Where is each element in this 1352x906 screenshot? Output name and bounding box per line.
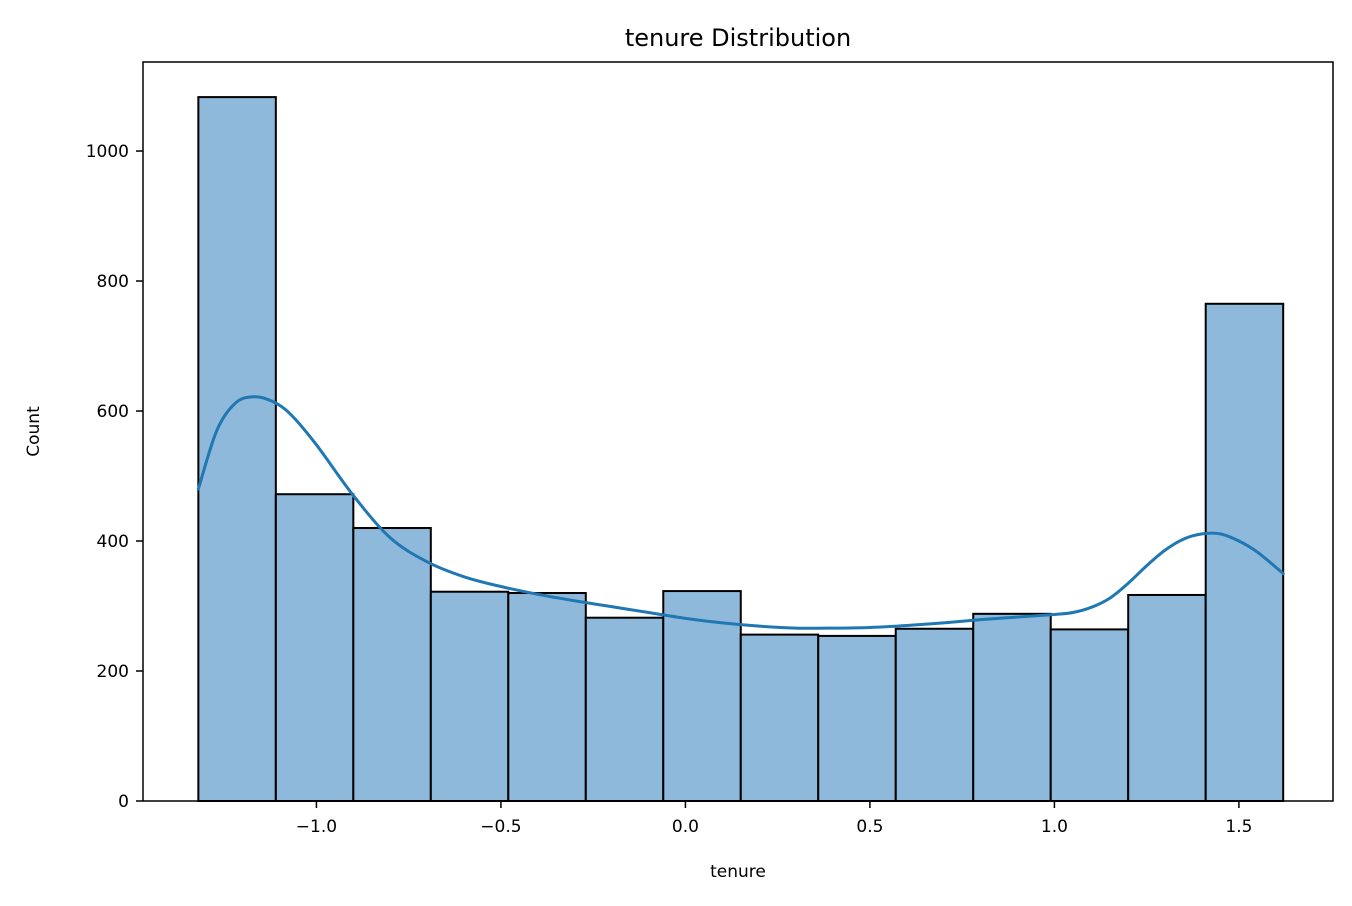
histogram-bar [352, 527, 432, 803]
bars-layer [197, 96, 1285, 803]
x-tick-label: 1.0 [1041, 817, 1068, 837]
histogram-bar [662, 590, 742, 802]
kde-layer [196, 395, 1285, 630]
histogram-bar [507, 592, 587, 803]
histogram-bar [817, 634, 897, 803]
y-tick-label: 0 [118, 792, 129, 812]
x-tick-label: −0.5 [480, 817, 521, 837]
histogram-bar [1127, 593, 1207, 802]
x-axis-label: tenure [710, 862, 766, 882]
y-tick-label: 200 [97, 662, 129, 682]
histogram-bar [894, 627, 975, 802]
y-tick-label: 600 [97, 402, 129, 422]
y-axis-label: Count [24, 406, 44, 457]
kde-curve [196, 395, 1285, 630]
chart-title: tenure Distribution [625, 24, 851, 52]
histogram-bar [972, 612, 1052, 803]
x-tick-label: −1.0 [296, 817, 337, 837]
y-tick-label: 800 [97, 272, 129, 292]
histogram-bar [429, 590, 510, 803]
y-axis-ticks: 0 200 400 600 800 1000 [86, 142, 143, 812]
plot-frame [142, 61, 1334, 802]
histogram-bar [739, 633, 820, 803]
y-tick-label: 400 [97, 532, 129, 552]
x-axis-ticks: −1.0 −0.5 0.0 0.5 1.0 1.5 [296, 801, 1252, 837]
histogram-bar [1049, 628, 1130, 803]
x-tick-label: 0.5 [856, 817, 883, 837]
histogram-bar [274, 493, 355, 802]
histogram-bar [584, 616, 665, 802]
x-tick-label: 0.0 [672, 817, 699, 837]
x-tick-label: 1.5 [1225, 817, 1252, 837]
y-tick-label: 1000 [86, 142, 129, 162]
histogram-bar [1204, 302, 1285, 802]
